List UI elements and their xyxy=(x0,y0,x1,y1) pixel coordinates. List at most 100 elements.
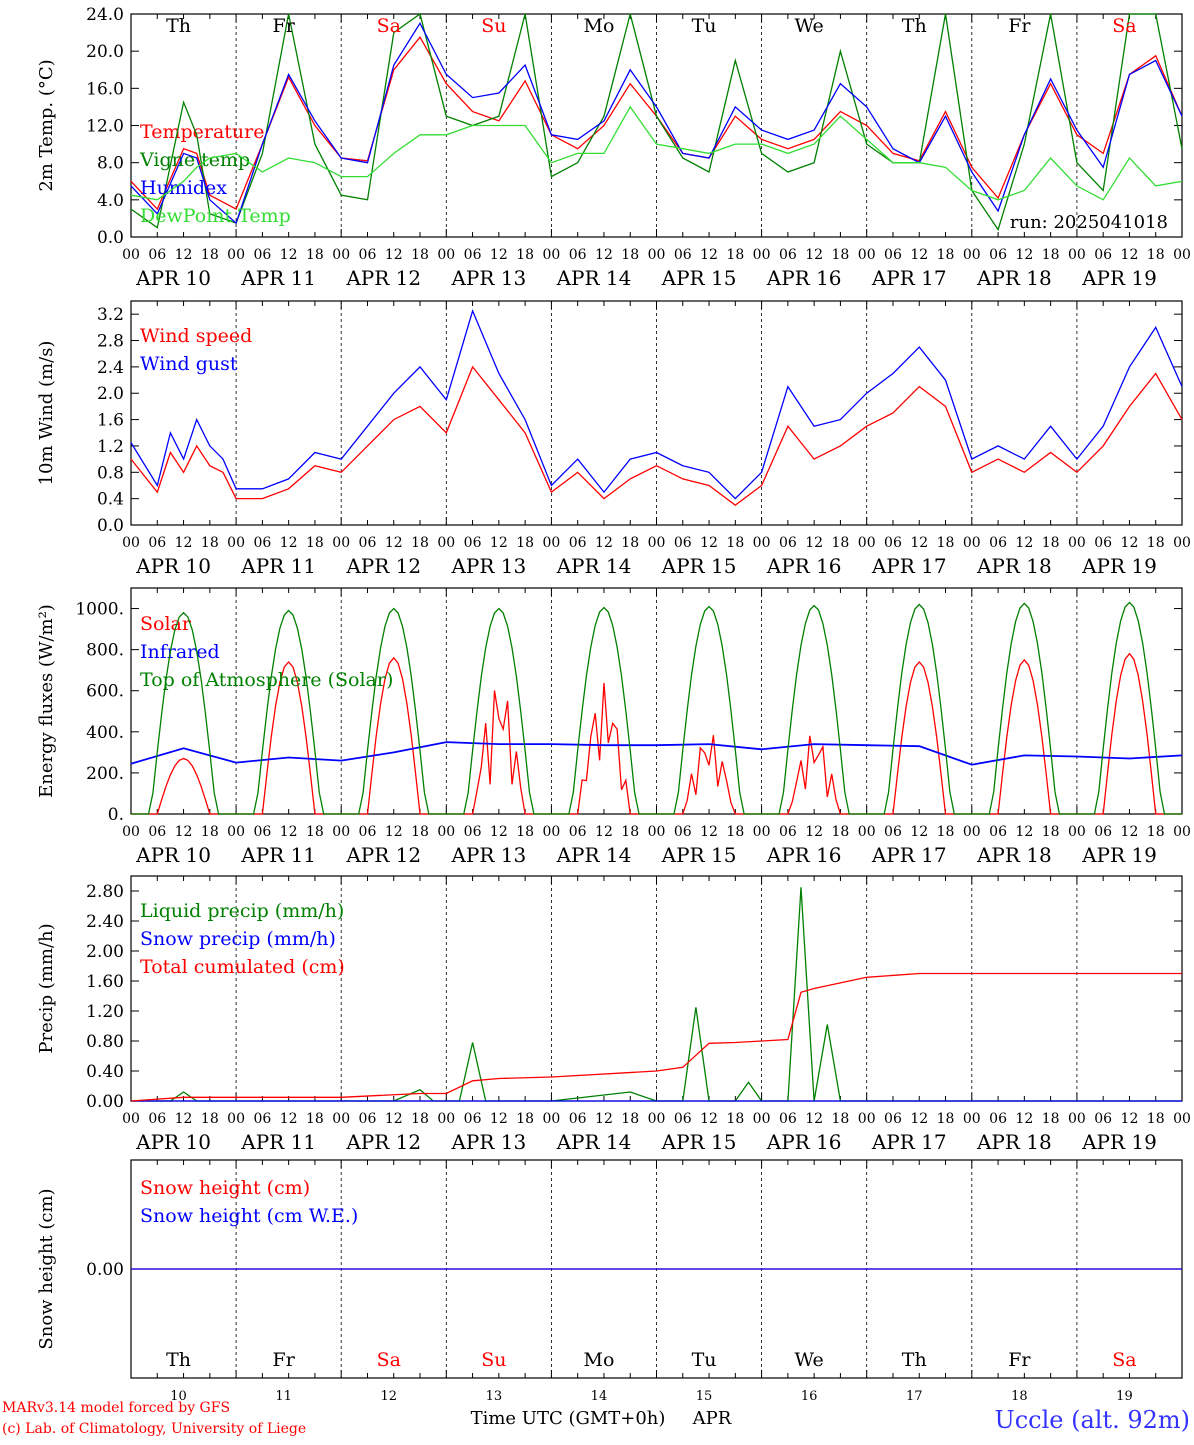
y-tick-label: 4.0 xyxy=(97,191,124,211)
hour-tick-label: 06 xyxy=(569,247,587,263)
hour-tick-label: 18 xyxy=(306,824,324,840)
weekday-label: Fr xyxy=(273,1349,296,1371)
hour-tick-label: 18 xyxy=(726,247,744,263)
hour-tick-label: 06 xyxy=(779,1111,797,1127)
hour-tick-label: 06 xyxy=(884,247,902,263)
hour-tick-label: 00 xyxy=(1173,1111,1191,1127)
hour-tick-label: 00 xyxy=(753,247,771,263)
weekday-label: Tu xyxy=(692,1349,717,1371)
x-axis-title: Time UTC (GMT+0h) xyxy=(471,1408,666,1429)
date-label: APR 15 xyxy=(661,266,737,290)
y-tick-label: 0.4 xyxy=(97,490,124,510)
date-label: APR 16 xyxy=(766,266,842,290)
series-line-green xyxy=(130,12,1183,232)
y-tick-label: 1000. xyxy=(75,600,124,620)
y-tick-label: 400. xyxy=(86,723,124,743)
hour-tick-label: 06 xyxy=(884,1111,902,1127)
weekday-label: Fr xyxy=(1008,1349,1031,1371)
hour-tick-label: 06 xyxy=(148,1111,166,1127)
hour-tick-label: 00 xyxy=(437,824,455,840)
series-line-red xyxy=(130,972,1182,1102)
hour-tick-label: 18 xyxy=(516,1111,534,1127)
hour-tick-label: 06 xyxy=(674,535,692,551)
date-label: APR 19 xyxy=(1081,266,1157,290)
hour-tick-label: 18 xyxy=(937,247,955,263)
hour-tick-label: 06 xyxy=(253,824,271,840)
day-number-label: 19 xyxy=(1116,1389,1133,1404)
hour-tick-label: 18 xyxy=(621,824,639,840)
hour-tick-label: 18 xyxy=(1147,1111,1165,1127)
hour-tick-label: 06 xyxy=(674,1111,692,1127)
hour-tick-label: 00 xyxy=(437,247,455,263)
hour-tick-label: 12 xyxy=(490,535,508,551)
hour-tick-label: 06 xyxy=(148,535,166,551)
date-label: APR 16 xyxy=(766,843,842,867)
model-credit-line-2: (c) Lab. of Climatology, University of L… xyxy=(2,1421,306,1437)
hour-tick-label: 12 xyxy=(595,247,613,263)
hour-tick-label: 18 xyxy=(201,247,219,263)
hour-tick-label: 18 xyxy=(1042,1111,1060,1127)
hour-tick-label: 18 xyxy=(832,824,850,840)
hour-tick-label: 12 xyxy=(1121,824,1139,840)
y-tick-label: 1.6 xyxy=(97,411,124,431)
y-axis-label: 10m Wind (m/s) xyxy=(36,341,57,486)
hour-tick-label: 00 xyxy=(227,824,245,840)
date-label: APR 10 xyxy=(135,843,211,867)
hour-tick-label: 00 xyxy=(227,247,245,263)
hour-tick-label: 00 xyxy=(332,1111,350,1127)
hour-tick-label: 18 xyxy=(937,1111,955,1127)
hour-tick-label: 12 xyxy=(910,824,928,840)
legend-entry: Total cumulated (cm) xyxy=(140,956,345,978)
panel-precip: 0.00 0.40 0.80 1.20 1.60 2.00 2.40 2.80 Precip (… xyxy=(36,875,1191,1154)
hour-tick-label: 12 xyxy=(595,535,613,551)
y-tick-label: 0.40 xyxy=(86,1062,124,1082)
hour-tick-label: 12 xyxy=(385,535,403,551)
hour-tick-label: 06 xyxy=(253,1111,271,1127)
date-label: APR 14 xyxy=(556,843,632,867)
y-tick-label: 16.0 xyxy=(86,79,124,99)
series-line-blue xyxy=(130,741,1183,766)
hour-tick-label: 12 xyxy=(490,247,508,263)
date-label: APR 10 xyxy=(135,266,211,290)
hour-tick-label: 18 xyxy=(726,535,744,551)
hour-tick-label: 12 xyxy=(595,824,613,840)
hour-tick-label: 06 xyxy=(464,535,482,551)
hour-tick-label: 18 xyxy=(726,1111,744,1127)
hour-tick-label: 18 xyxy=(516,824,534,840)
hour-tick-label: 06 xyxy=(779,247,797,263)
y-tick-label: 1.2 xyxy=(97,437,124,457)
date-label: APR 15 xyxy=(661,554,737,578)
date-label: APR 18 xyxy=(976,554,1052,578)
hour-tick-label: 06 xyxy=(989,247,1007,263)
hour-tick-label: 18 xyxy=(1147,247,1165,263)
hour-tick-label: 00 xyxy=(122,1111,140,1127)
legend-entry: Snow height (cm) xyxy=(140,1177,310,1199)
date-label: APR 12 xyxy=(345,554,421,578)
date-label: APR 17 xyxy=(871,1130,947,1154)
hour-tick-label: 12 xyxy=(175,535,193,551)
legend-entry: Top of Atmosphere (Solar) xyxy=(140,669,393,691)
hour-tick-label: 12 xyxy=(1121,535,1139,551)
y-tick-label: 0.0 xyxy=(97,228,124,248)
y-tick-label: 1.60 xyxy=(86,972,124,992)
hour-tick-label: 00 xyxy=(542,824,560,840)
hour-tick-label: 18 xyxy=(306,1111,324,1127)
hour-tick-label: 06 xyxy=(569,824,587,840)
y-tick-label: 12.0 xyxy=(86,117,124,137)
hour-tick-label: 00 xyxy=(753,1111,771,1127)
hour-tick-label: 00 xyxy=(648,247,666,263)
hour-tick-label: 12 xyxy=(805,824,823,840)
hour-tick-label: 18 xyxy=(1042,247,1060,263)
hour-tick-label: 12 xyxy=(805,1111,823,1127)
y-axis-label: Energy fluxes (W/m²) xyxy=(36,604,57,798)
hour-tick-label: 06 xyxy=(148,824,166,840)
hour-tick-label: 06 xyxy=(359,824,377,840)
hour-tick-label: 12 xyxy=(700,824,718,840)
run-label: run: 2025041018 xyxy=(1010,212,1168,233)
hour-tick-label: 12 xyxy=(280,535,298,551)
weekday-label: Th xyxy=(902,1349,927,1371)
hour-tick-label: 06 xyxy=(989,824,1007,840)
hour-tick-label: 12 xyxy=(1015,247,1033,263)
hour-tick-label: 00 xyxy=(1068,247,1086,263)
hour-tick-label: 12 xyxy=(385,824,403,840)
